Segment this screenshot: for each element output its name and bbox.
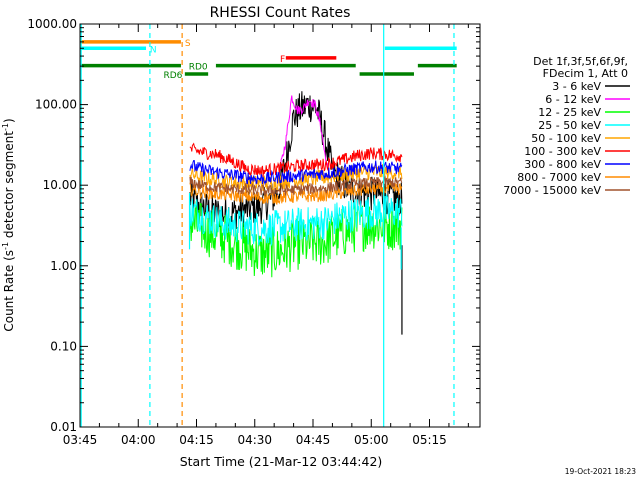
legend-entry-label: 300 - 800 keV [524,158,601,171]
x-axis-label: Start Time (21-Mar-12 03:44:42) [180,454,383,469]
y-tick-label: 10.00 [43,178,77,192]
y-axis-label-sup: -1 [1,242,10,250]
legend-entry-label: 12 - 25 keV [538,106,601,119]
y-tick-label: 0.10 [50,339,77,353]
interval-label-rd6: RD6 [163,71,182,81]
legend-header-line: FDecim 1, Att 0 [543,67,628,80]
x-tick-label: 04:15 [179,433,214,447]
footer-timestamp: 19-Oct-2021 18:23 [565,467,636,476]
series-line-100-300-kev [189,142,403,177]
series-line-300-800-kev [189,159,403,186]
y-tick-label: 100.00 [35,98,77,112]
series-line-7000-15000-kev [189,175,403,197]
attenuator-intervals: S N F RD0 RD6 [80,39,457,81]
interval-label-rd0: RD0 [189,63,208,73]
interval-label-n: N [150,45,157,55]
legend-header-line: Det 1f,3f,5f,6f,9f, [533,55,628,68]
y-axis-label-tail: detector segment [2,131,16,242]
series-line-50-100-kev [189,164,403,192]
vertical-markers [80,24,455,427]
interval-label-s: S [185,39,191,49]
x-tick-label: 03:45 [63,433,98,447]
y-axis-label-main: Count Rate (s [2,250,16,332]
x-tick-label: 04:00 [121,433,156,447]
legend: Det 1f,3f,5f,6f,9f,FDecim 1, Att 03 - 6 … [503,55,630,197]
x-tick-label: 05:15 [412,433,447,447]
x-tick-label: 04:45 [296,433,331,447]
y-axis-label: Count Rate (s-1 detector segment-1) [1,118,16,331]
plot-frame [79,23,481,428]
series-line-800-7000-kev [189,181,403,206]
x-tick-label: 04:30 [237,433,272,447]
legend-entry-label: 6 - 12 keV [545,93,601,106]
y-axis-label-sup2: -1 [1,123,10,131]
axis-ticks: 0.01 0.10 1.00 10.00 100.00 1000.00 03:45 04:00… [27,17,480,447]
legend-entry-label: 800 - 7000 keV [517,171,601,184]
interval-label-f: F [280,55,285,65]
y-axis-label-end: ) [2,118,16,123]
legend-entry-label: 25 - 50 keV [538,119,601,132]
legend-entry-label: 100 - 300 keV [524,145,601,158]
legend-entry-label: 50 - 100 keV [531,132,601,145]
series-line-6-12-kev [277,95,329,182]
y-tick-label: 1000.00 [27,17,77,31]
legend-entry-label: 3 - 6 keV [552,80,601,93]
chart-title: RHESSI Count Rates [210,5,351,21]
series-line-25-50-kev [189,193,403,247]
legend-entry-label: 7000 - 15000 keV [503,184,601,197]
series-layer [188,91,403,335]
y-tick-label: 0.01 [50,420,77,434]
y-tick-label: 1.00 [50,259,77,273]
x-tick-label: 05:00 [354,433,389,447]
